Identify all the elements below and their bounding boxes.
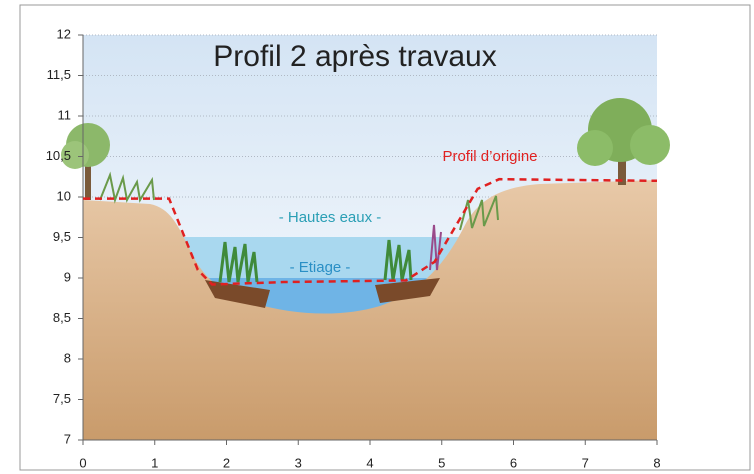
y-tick-label: 11 — [58, 107, 72, 122]
x-tick-label: 5 — [438, 455, 445, 470]
ground — [83, 180, 657, 440]
x-tick-label: 7 — [582, 455, 589, 470]
y-tick-label: 7,5 — [53, 391, 71, 406]
y-tick-label: 9,5 — [53, 229, 71, 244]
y-tick-label: 10,5 — [46, 148, 71, 163]
series-line — [83, 177, 658, 286]
root-mats — [205, 278, 440, 308]
x-tick-label: 8 — [653, 455, 660, 470]
y-tick-label: 8 — [64, 350, 71, 365]
annotation: - Etiage - — [290, 259, 351, 276]
x-tick-label: 3 — [295, 455, 302, 470]
y-tick-label: 11,5 — [47, 67, 71, 82]
x-tick-label: 0 — [79, 455, 86, 470]
x-tick-label: 6 — [510, 455, 517, 470]
chart-title: Profil 2 après travaux — [213, 40, 496, 73]
vegetation — [61, 98, 670, 283]
x-tick-label: 1 — [151, 455, 158, 470]
x-tick-label: 4 — [366, 455, 373, 470]
y-tick-label: 9 — [64, 269, 71, 284]
y-tick-label: 7 — [64, 431, 71, 446]
y-tick-label: 10 — [57, 188, 71, 203]
y-tick-label: 8,5 — [53, 310, 71, 325]
series-label: Profil d’origine — [442, 148, 537, 165]
x-tick-label: 2 — [223, 455, 230, 470]
y-tick-label: 12 — [57, 26, 71, 41]
annotation: - Hautes eaux - — [279, 209, 382, 226]
